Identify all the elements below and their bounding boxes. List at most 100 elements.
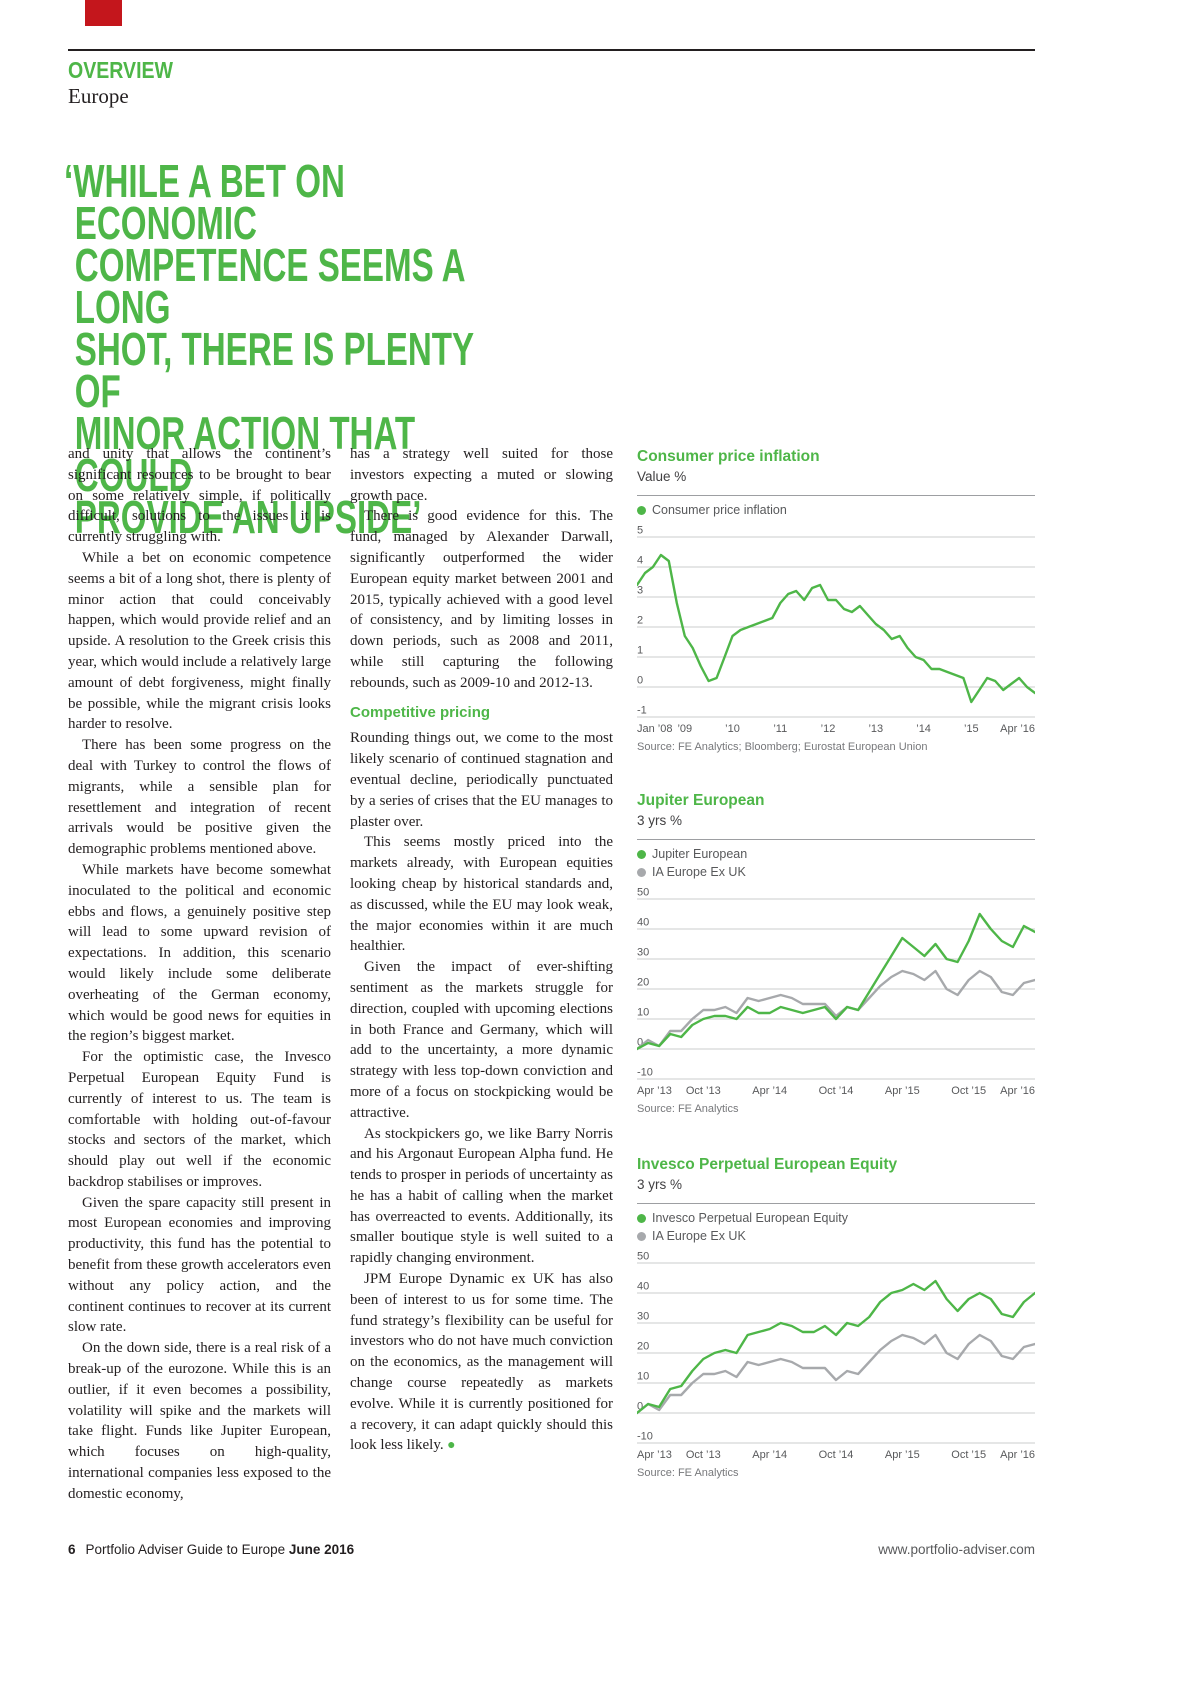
- svg-text:’10: ’10: [725, 723, 740, 735]
- svg-text:Apr ’16: Apr ’16: [1000, 723, 1035, 735]
- svg-text:40: 40: [637, 1281, 649, 1293]
- svg-text:20: 20: [637, 1341, 649, 1353]
- page-title: Europe: [68, 84, 129, 108]
- body-paragraph: Given the impact of ever-shifting sentim…: [350, 959, 613, 1121]
- chart-plot: 5 4 3 2 1 0 -1 Jan ’08 ’09 ’10 ’11 ’12 ’13 ’14 ’15 Apr …: [637, 525, 1035, 735]
- pull-quote-line: ‘WHILE A BET ON ECONOMIC: [64, 155, 345, 249]
- svg-text:2: 2: [637, 615, 643, 627]
- body-paragraph: JPM Europe Dynamic ex UK has also been o…: [350, 1271, 613, 1454]
- chart-jupiter-european: Jupiter European 3 yrs % Jupiter Europea…: [637, 791, 1035, 1115]
- chart-title: Invesco Perpetual European Equity: [637, 1156, 898, 1173]
- svg-text:30: 30: [637, 1311, 649, 1323]
- legend-swatch-icon: [637, 505, 646, 515]
- legend-item: IA Europe Ex UK: [637, 865, 1035, 879]
- svg-text:Oct ’14: Oct ’14: [819, 1449, 854, 1461]
- pull-quote-line: MINOR ACTION THAT COULD: [74, 407, 416, 501]
- legend-label: IA Europe Ex UK: [652, 1229, 746, 1243]
- body-column-2-top: has a strategy well suited for those inv…: [350, 444, 613, 694]
- subhead-competitive-pricing: Competitive pricing: [350, 703, 491, 721]
- divider: [637, 495, 1035, 496]
- chart-plot: 50 40 30 20 10 0 -10 Apr ’13 Oct ’13 Apr ’14 Oct ’…: [637, 1251, 1035, 1461]
- chart-subtitle: Value %: [637, 469, 687, 484]
- body-paragraph: For the optimistic case, the Invesco Per…: [68, 1049, 331, 1190]
- body-column-2: has a strategy well suited for those inv…: [350, 444, 613, 1539]
- chart-canvas: Consumer price inflation 5 4 3 2 1 0 -1 Jan ’08 ’…: [637, 503, 1035, 739]
- pull-quote: ‘WHILE A BET ON ECONOMIC COMPETENCE SEEMS…: [64, 155, 525, 543]
- chart-source: Source: FE Analytics; Bloomberg; Eurosta…: [637, 741, 928, 753]
- body-paragraph: On the down side, there is a real risk o…: [68, 1340, 331, 1502]
- divider: [637, 839, 1035, 840]
- legend-swatch-icon: [637, 867, 646, 877]
- chart-title: Consumer price inflation: [637, 448, 820, 465]
- chart-source: Source: FE Analytics: [637, 1467, 739, 1479]
- svg-text:4: 4: [637, 555, 643, 567]
- svg-text:Apr ’14: Apr ’14: [752, 1449, 787, 1461]
- svg-text:0: 0: [637, 675, 643, 687]
- body-column-1: and unity that allows the continent’s si…: [68, 444, 331, 1539]
- footer-url: www.portfolio-adviser.com: [878, 1542, 1035, 1557]
- chart-legend: Jupiter European IA Europe Ex UK: [637, 847, 1035, 879]
- legend-label: Invesco Perpetual European Equity: [652, 1211, 848, 1225]
- svg-text:Oct ’13: Oct ’13: [686, 1085, 721, 1097]
- svg-text:Oct ’13: Oct ’13: [686, 1449, 721, 1461]
- legend-swatch-icon: [637, 1213, 646, 1223]
- svg-text:50: 50: [637, 1251, 649, 1263]
- chart-plot: 50 40 30 20 10 0 -10 Apr ’13 Oct ’13 Apr ’14 Oct ’…: [637, 887, 1035, 1097]
- svg-text:10: 10: [637, 1007, 649, 1019]
- legend-item: IA Europe Ex UK: [637, 1229, 1035, 1243]
- svg-text:0: 0: [637, 1401, 643, 1413]
- svg-text:Oct ’15: Oct ’15: [951, 1085, 986, 1097]
- body-column-2-bottom: Rounding things out, we come to the most…: [350, 728, 613, 1457]
- pull-quote-line: COMPETENCE SEEMS A LONG: [74, 239, 465, 333]
- legend-label: IA Europe Ex UK: [652, 865, 746, 879]
- legend-label: Consumer price inflation: [652, 503, 787, 517]
- header-divider: [68, 49, 1035, 51]
- svg-text:-10: -10: [637, 1067, 653, 1079]
- svg-text:40: 40: [637, 917, 649, 929]
- svg-text:5: 5: [637, 525, 643, 537]
- svg-text:Apr ’16: Apr ’16: [1000, 1449, 1035, 1461]
- svg-text:-1: -1: [637, 705, 647, 717]
- svg-text:30: 30: [637, 947, 649, 959]
- section-label: OVERVIEW: [68, 57, 174, 83]
- body-paragraph: Rounding things out, we come to the most…: [350, 730, 613, 830]
- svg-text:’15: ’15: [964, 723, 979, 735]
- svg-text:1: 1: [637, 645, 643, 657]
- divider: [637, 1203, 1035, 1204]
- chart-subtitle: 3 yrs %: [637, 813, 683, 828]
- end-mark: ●: [443, 1438, 456, 1454]
- legend-swatch-icon: [637, 1231, 646, 1241]
- svg-text:Apr ’16: Apr ’16: [1000, 1085, 1035, 1097]
- svg-text:-10: -10: [637, 1431, 653, 1443]
- chart-consumer-price-inflation: Consumer price inflation Value % Consume…: [637, 447, 1035, 753]
- svg-text:20: 20: [637, 977, 649, 989]
- body-paragraph: has a strategy well suited for those inv…: [350, 446, 613, 504]
- red-tab: [85, 0, 122, 26]
- svg-text:10: 10: [637, 1371, 649, 1383]
- svg-text:Apr ’15: Apr ’15: [885, 1449, 920, 1461]
- svg-text:’14: ’14: [916, 723, 931, 735]
- body-paragraph: While markets have become somewhat inocu…: [68, 861, 331, 1045]
- svg-text:Oct ’14: Oct ’14: [819, 1085, 854, 1097]
- pull-quote-line: SHOT, THERE IS PLENTY OF: [74, 323, 474, 417]
- svg-text:’13: ’13: [868, 723, 883, 735]
- legend-item: Jupiter European: [637, 847, 1035, 861]
- page-footer: 6 Portfolio Adviser Guide to Europe June …: [68, 1542, 1035, 1557]
- svg-text:Apr ’15: Apr ’15: [885, 1085, 920, 1097]
- pull-quote-line: PROVIDE AN UPSIDE’: [74, 491, 422, 543]
- footer-date: June 2016: [288, 1542, 355, 1557]
- svg-text:Apr ’14: Apr ’14: [752, 1085, 787, 1097]
- svg-text:’11: ’11: [773, 723, 787, 735]
- svg-text:’12: ’12: [821, 723, 836, 735]
- body-paragraph: This seems mostly priced into the market…: [350, 834, 613, 955]
- chart-title: Jupiter European: [637, 792, 765, 809]
- svg-text:3: 3: [637, 585, 643, 597]
- chart-canvas: Invesco Perpetual European Equity IA Euro…: [637, 1211, 1035, 1465]
- chart-invesco-perpetual: Invesco Perpetual European Equity 3 yrs …: [637, 1155, 1035, 1479]
- svg-text:’09: ’09: [677, 723, 692, 735]
- footer-publication: Portfolio Adviser Guide to Europe: [85, 1542, 289, 1557]
- legend-label: Jupiter European: [652, 847, 748, 861]
- svg-text:Apr ’13: Apr ’13: [637, 1449, 672, 1461]
- body-paragraph: and unity that allows the continent’s si…: [68, 446, 331, 546]
- body-paragraph: Given the spare capacity still present i…: [68, 1194, 331, 1336]
